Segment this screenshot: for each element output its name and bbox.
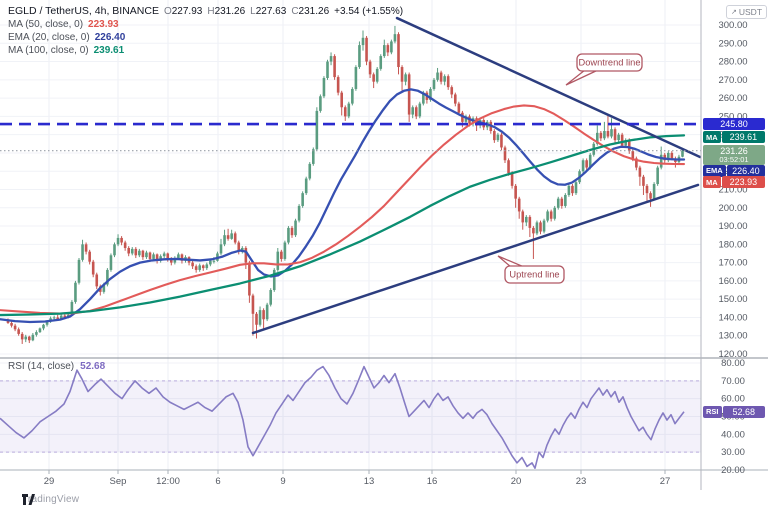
time-tick-label: 27 <box>660 476 671 487</box>
price-tick-label: 190.00 <box>718 221 747 232</box>
price-tick-label: 270.00 <box>718 75 747 86</box>
overlay-ma50 <box>0 104 686 315</box>
time-tick-label: 6 <box>215 476 220 487</box>
rsi-pane-legend[interactable]: RSI (14, close) 52.68 <box>8 361 105 372</box>
rsi-tick-label: 80.00 <box>721 358 745 369</box>
price-tick-label: 240.00 <box>718 130 747 141</box>
downtrend-line[interactable] <box>395 16 702 159</box>
price-axis[interactable]: 300.00 290.00 280.00 270.00 260.00 250.00 240.… <box>718 20 747 476</box>
time-tick-label: 16 <box>427 476 438 487</box>
indicator-row-ma100[interactable]: MA (100, close, 0) 239.61 <box>8 45 403 57</box>
price-tick-label: 120.00 <box>718 349 747 360</box>
svg-text:Downtrend line: Downtrend line <box>578 58 640 68</box>
rsi-value: 52.68 <box>80 361 106 372</box>
price-tick-label: 200.00 <box>718 203 747 214</box>
rsi-tick-label: 40.00 <box>721 429 745 440</box>
tradingview-logo[interactable]: TradingView <box>22 494 79 505</box>
price-tick-label: 250.00 <box>718 111 747 122</box>
rsi-band <box>0 380 701 453</box>
time-tick-label: 29 <box>44 476 55 487</box>
time-tick-label: 9 <box>280 476 285 487</box>
overlay-ma100 <box>0 134 686 317</box>
overlay-ema20 <box>0 88 686 324</box>
rsi-tick-label: 20.00 <box>721 465 745 476</box>
rsi-tick-label: 30.00 <box>721 447 745 458</box>
price-tick-label: 160.00 <box>718 276 747 287</box>
symbol-title: EGLD / TetherUS, 4h, BINANCE <box>8 5 159 17</box>
price-tick-label: 130.00 <box>718 331 747 342</box>
brand-name: TradingView <box>22 494 80 505</box>
indicator-row-ema20[interactable]: EMA (20, close, 0) 226.40 <box>8 32 403 44</box>
callout-downtrend-line[interactable]: Downtrend line <box>565 53 643 86</box>
ma50-value: 223.93 <box>88 19 119 30</box>
price-tick-label: 290.00 <box>718 38 747 49</box>
price-tick-label: 210.00 <box>718 185 747 196</box>
open-label: O <box>163 6 172 17</box>
time-tick-label: Sep <box>110 476 127 487</box>
rsi-line <box>0 365 685 470</box>
rsi-tick-label: 60.00 <box>721 394 745 405</box>
uptrend-line[interactable] <box>251 183 700 335</box>
open-value: 227.93 <box>171 6 203 17</box>
price-tick-label: 140.00 <box>718 312 747 323</box>
price-tick-label: 260.00 <box>718 93 747 104</box>
time-tick-label: 13 <box>364 476 375 487</box>
unit-label: USDT <box>738 7 763 17</box>
scale-arrow-icon: ↗ <box>731 8 737 16</box>
ma50-label: MA (50, close, 0) <box>8 19 84 30</box>
close-value: 231.26 <box>298 6 330 17</box>
price-tick-label: 280.00 <box>718 57 747 68</box>
tradingview-logo-icon <box>22 494 35 505</box>
ema20-value: 226.40 <box>94 32 126 43</box>
low-label: L <box>250 6 256 17</box>
high-label: H <box>207 6 215 17</box>
ema20-label: EMA (20, close, 0) <box>8 32 90 43</box>
callout-uptrend-line[interactable]: Uptrend line <box>497 255 565 284</box>
main-pane-legend[interactable]: EGLD / TetherUS, 4h, BINANCE O227.93 H23… <box>8 5 403 58</box>
indicator-row-ma50[interactable]: MA (50, close, 0) 223.93 <box>8 19 403 31</box>
time-tick-label: 12:00 <box>156 476 180 487</box>
ma100-label: MA (100, close, 0) <box>8 45 89 56</box>
rsi-tick-label: 70.00 <box>721 376 745 387</box>
price-tick-label: 230.00 <box>718 148 747 159</box>
rsi-label: RSI (14, close) <box>8 361 75 372</box>
price-tick-label: 180.00 <box>718 239 747 250</box>
price-tick-label: 170.00 <box>718 258 747 269</box>
close-label: C <box>291 6 299 17</box>
time-axis[interactable]: 29 Sep 12:00 6 9 13 16 20 23 27 <box>44 470 671 487</box>
price-tick-label: 220.00 <box>718 166 747 177</box>
price-tick-label: 300.00 <box>718 20 747 31</box>
rsi-tick-label: 50.00 <box>721 412 745 423</box>
price-tick-label: 150.00 <box>718 294 747 305</box>
svg-text:Uptrend line: Uptrend line <box>509 270 559 280</box>
symbol-ohlc-row[interactable]: EGLD / TetherUS, 4h, BINANCE O227.93 H23… <box>8 5 403 18</box>
high-value: 231.26 <box>214 6 246 17</box>
ma100-value: 239.61 <box>93 45 125 56</box>
low-value: 227.63 <box>255 6 287 17</box>
time-tick-label: 20 <box>511 476 522 487</box>
candles-layer <box>6 25 684 344</box>
price-scale-unit-button[interactable]: ↗ USDT <box>726 5 768 19</box>
change-value: +3.54 (+1.55%) <box>334 6 404 17</box>
time-tick-label: 23 <box>576 476 587 487</box>
